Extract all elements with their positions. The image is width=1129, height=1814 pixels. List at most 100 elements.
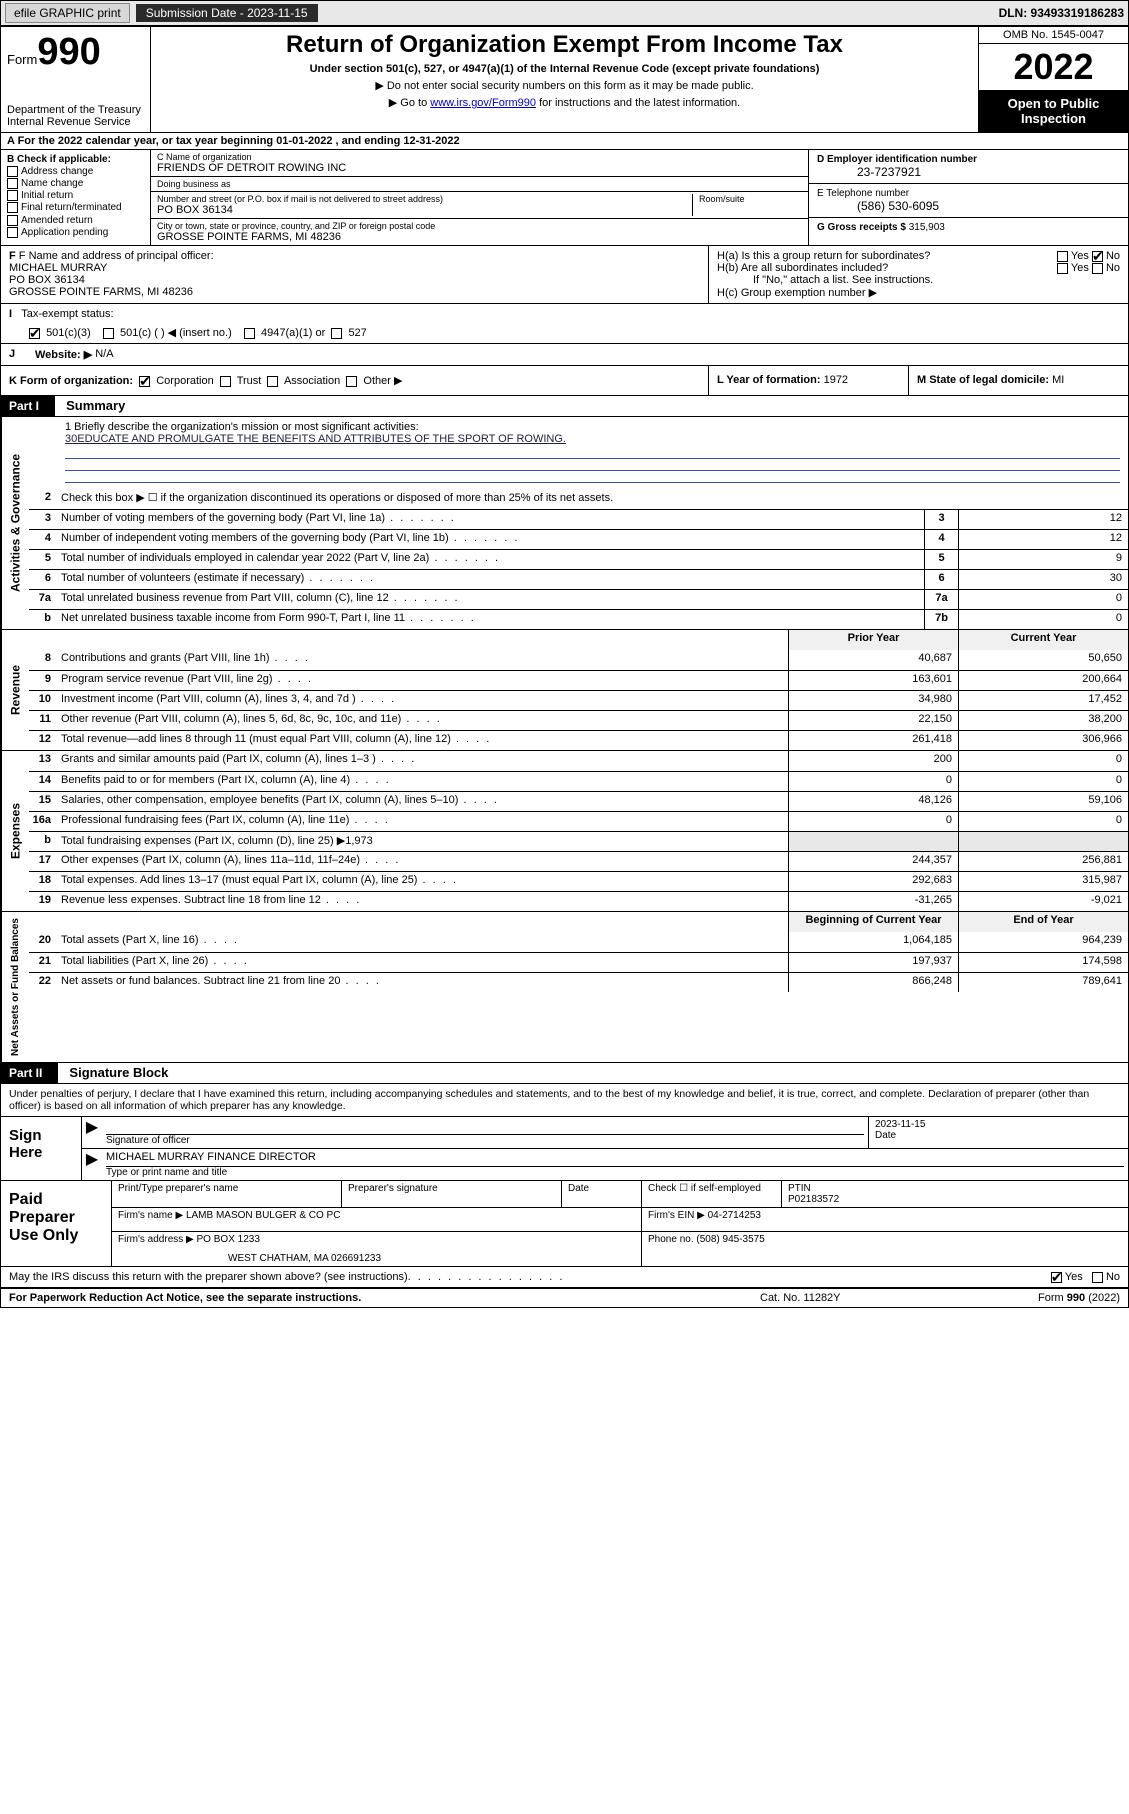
rev-row-8: 8Contributions and grants (Part VIII, li… bbox=[29, 650, 1128, 670]
current-year-val: 964,239 bbox=[958, 932, 1128, 952]
part-i-header: Part I Summary bbox=[1, 396, 1128, 417]
current-year-val: 174,598 bbox=[958, 953, 1128, 972]
current-year-val bbox=[958, 832, 1128, 851]
gov-row-6: 6Total number of volunteers (estimate if… bbox=[29, 569, 1128, 589]
ha-no[interactable] bbox=[1092, 251, 1103, 262]
signature-declaration: Under penalties of perjury, I declare th… bbox=[1, 1084, 1128, 1117]
ck-application-pending[interactable]: Application pending bbox=[7, 227, 144, 238]
firm-name-cell: Firm's name ▶ LAMB MASON BULGER & CO PC bbox=[112, 1208, 642, 1231]
line-desc: Total liabilities (Part X, line 26) bbox=[57, 953, 788, 972]
mission-text: 30EDUCATE AND PROMULGATE THE BENEFITS AN… bbox=[65, 433, 1120, 445]
top-toolbar: efile GRAPHIC print Submission Date - 20… bbox=[0, 0, 1129, 26]
ha-yes[interactable] bbox=[1057, 251, 1068, 262]
arrow-icon-2: ▶ bbox=[82, 1149, 102, 1180]
ck-trust[interactable] bbox=[220, 376, 231, 387]
current-year-val: 789,641 bbox=[958, 973, 1128, 992]
discuss-no[interactable] bbox=[1092, 1272, 1103, 1283]
ck-address-change[interactable]: Address change bbox=[7, 166, 144, 177]
ck-corporation[interactable] bbox=[139, 376, 150, 387]
current-year-val: 256,881 bbox=[958, 852, 1128, 871]
ck-association[interactable] bbox=[267, 376, 278, 387]
year-formation: L Year of formation: 1972 bbox=[708, 366, 908, 395]
hb-yes[interactable] bbox=[1057, 263, 1068, 274]
tax-year: 2022 bbox=[979, 44, 1128, 90]
firm-name-label: Firm's name ▶ bbox=[118, 1210, 183, 1221]
line-num: 22 bbox=[29, 973, 57, 992]
org-name-label: C Name of organization bbox=[157, 152, 802, 162]
gov-row-b: bNet unrelated business taxable income f… bbox=[29, 609, 1128, 629]
dba-cell: Doing business as bbox=[151, 177, 808, 192]
org-name-cell: C Name of organization FRIENDS OF DETROI… bbox=[151, 150, 808, 177]
telephone-cell: E Telephone number (586) 530-6095 bbox=[809, 184, 1128, 218]
prep-selfemp: Check ☐ if self-employed bbox=[642, 1181, 782, 1207]
firm-addr-label: Firm's address ▶ bbox=[118, 1234, 194, 1245]
rev-row-10: 10Investment income (Part VIII, column (… bbox=[29, 690, 1128, 710]
ck-initial-return[interactable]: Initial return bbox=[7, 190, 144, 201]
current-year-val: -9,021 bbox=[958, 892, 1128, 911]
ein-value: 23-7237921 bbox=[817, 165, 1120, 179]
firm-addr2-value: WEST CHATHAM, MA 026691233 bbox=[118, 1253, 635, 1264]
row-a-tax-year: A For the 2022 calendar year, or tax yea… bbox=[1, 133, 1128, 150]
form990-link[interactable]: www.irs.gov/Form990 bbox=[430, 97, 536, 109]
ck-501c[interactable] bbox=[103, 328, 114, 339]
website-label: Website: ▶ bbox=[35, 348, 92, 361]
prior-year-val: 197,937 bbox=[788, 953, 958, 972]
prep-name-hdr: Print/Type preparer's name bbox=[112, 1181, 342, 1207]
side-net-assets: Net Assets or Fund Balances bbox=[1, 912, 29, 1062]
line-num: 17 bbox=[29, 852, 57, 871]
prior-year-val: 34,980 bbox=[788, 691, 958, 710]
ck-name-change[interactable]: Name change bbox=[7, 178, 144, 189]
line-box: 7a bbox=[924, 590, 958, 609]
exp-row-13: 13Grants and similar amounts paid (Part … bbox=[29, 751, 1128, 771]
line-desc: Professional fundraising fees (Part IX, … bbox=[57, 812, 788, 831]
gov-row-3: 3Number of voting members of the governi… bbox=[29, 509, 1128, 529]
ptin-value: P02183572 bbox=[788, 1194, 1122, 1205]
part-i-badge: Part I bbox=[1, 396, 55, 416]
ck-final-return[interactable]: Final return/terminated bbox=[7, 202, 144, 213]
sig-officer-label: Signature of officer bbox=[106, 1135, 864, 1146]
efile-print-button[interactable]: efile GRAPHIC print bbox=[5, 3, 130, 23]
line-desc: Total fundraising expenses (Part IX, col… bbox=[57, 832, 788, 851]
ck-527[interactable] bbox=[331, 328, 342, 339]
line-num: 9 bbox=[29, 671, 57, 690]
gov-row-7a: 7aTotal unrelated business revenue from … bbox=[29, 589, 1128, 609]
ck-amended-return[interactable]: Amended return bbox=[7, 215, 144, 226]
ck-other[interactable] bbox=[346, 376, 357, 387]
city-value: GROSSE POINTE FARMS, MI 48236 bbox=[157, 231, 802, 243]
rev-row-9: 9Program service revenue (Part VIII, lin… bbox=[29, 670, 1128, 690]
line-num: 11 bbox=[29, 711, 57, 730]
hb-no[interactable] bbox=[1092, 263, 1103, 274]
line-num: 2 bbox=[29, 489, 57, 509]
prior-year-val: 1,064,185 bbox=[788, 932, 958, 952]
row-j-website-spacer bbox=[708, 304, 1128, 343]
officer-label: F Name and address of principal officer: bbox=[19, 250, 214, 262]
l-label: L Year of formation: bbox=[717, 374, 821, 386]
footer-cat: Cat. No. 11282Y bbox=[760, 1292, 940, 1304]
ck-4947[interactable] bbox=[244, 328, 255, 339]
col-b-checkboxes: B Check if applicable: Address change Na… bbox=[1, 150, 151, 245]
dln-label: DLN: 93493319186283 bbox=[999, 6, 1124, 20]
sign-here-label: Sign Here bbox=[1, 1117, 81, 1180]
prep-row-2: Firm's name ▶ LAMB MASON BULGER & CO PC … bbox=[112, 1208, 1128, 1232]
current-year-val: 315,987 bbox=[958, 872, 1128, 891]
phone-label: Phone no. bbox=[648, 1234, 694, 1245]
part-ii-badge: Part II bbox=[1, 1063, 58, 1083]
header-right: OMB No. 1545-0047 2022 Open to Public In… bbox=[978, 27, 1128, 132]
current-year-val: 59,106 bbox=[958, 792, 1128, 811]
ck-501c3[interactable] bbox=[29, 328, 40, 339]
exp-row-19: 19Revenue less expenses. Subtract line 1… bbox=[29, 891, 1128, 911]
firm-addr-cell: Firm's address ▶ PO BOX 1233 WEST CHATHA… bbox=[112, 1232, 642, 1266]
discuss-yes[interactable] bbox=[1051, 1272, 1062, 1283]
officer-addr1: PO BOX 36134 bbox=[9, 274, 700, 286]
m-label: M State of legal domicile: bbox=[917, 374, 1049, 386]
sig-name-line: ▶ MICHAEL MURRAY FINANCE DIRECTOR Type o… bbox=[82, 1149, 1128, 1180]
line-num: 14 bbox=[29, 772, 57, 791]
current-year-val: 50,650 bbox=[958, 650, 1128, 670]
firm-phone-cell: Phone no. (508) 945-3575 bbox=[642, 1232, 1128, 1266]
line-desc: Total assets (Part X, line 16) bbox=[57, 932, 788, 952]
sig-date-field: 2023-11-15 Date bbox=[868, 1117, 1128, 1148]
line-num: 21 bbox=[29, 953, 57, 972]
row-klm: K Form of organization: Corporation Trus… bbox=[1, 366, 1128, 396]
hc-label: H(c) Group exemption number ▶ bbox=[717, 286, 1120, 299]
header-middle: Return of Organization Exempt From Incom… bbox=[151, 27, 978, 132]
